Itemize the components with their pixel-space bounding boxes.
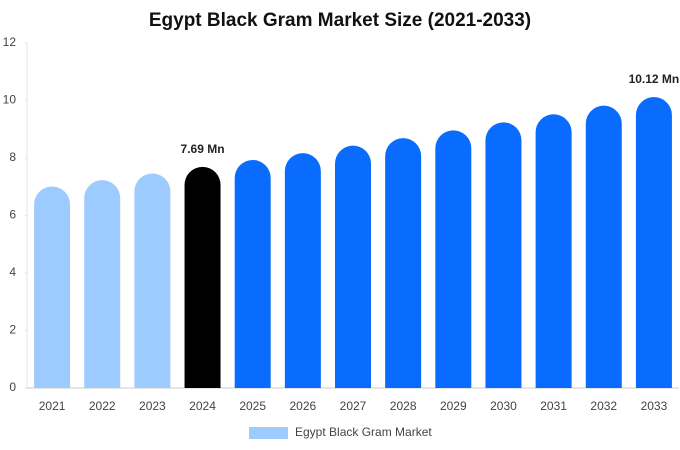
y-tick-label: 2: [9, 323, 16, 337]
value-label: 7.69 Mn: [181, 142, 225, 156]
chart-title: Egypt Black Gram Market Size (2021-2033): [149, 10, 531, 31]
bar: [485, 122, 522, 388]
y-tick-label: 4: [9, 265, 16, 279]
bar: [184, 166, 221, 388]
bar: [134, 173, 171, 388]
y-tick-label: 6: [9, 208, 16, 222]
x-tick-label: 2025: [239, 399, 266, 413]
x-tick-label: 2032: [590, 399, 617, 413]
bar: [635, 97, 672, 389]
legend-label: Egypt Black Gram Market: [295, 425, 432, 439]
bar: [385, 138, 422, 388]
x-tick-label: 2027: [340, 399, 367, 413]
bar: [284, 153, 321, 388]
x-tick-label: 2021: [39, 399, 66, 413]
legend-swatch: [249, 427, 288, 439]
value-label: 10.12 Mn: [629, 72, 680, 86]
x-tick-label: 2023: [139, 399, 166, 413]
x-tick-label: 2022: [89, 399, 116, 413]
y-tick-label: 0: [9, 380, 16, 394]
x-tick-label: 2031: [540, 399, 567, 413]
bar: [435, 130, 472, 388]
bar: [335, 145, 371, 388]
y-tick-label: 8: [9, 150, 16, 164]
bar: [535, 114, 572, 389]
y-tick-label: 10: [3, 93, 17, 107]
x-tick-label: 2029: [440, 399, 467, 413]
bar: [34, 186, 71, 388]
bar: [84, 180, 121, 388]
x-tick-label: 2024: [189, 399, 216, 413]
bar: [585, 105, 622, 389]
y-tick-label: 12: [3, 35, 17, 49]
x-tick-label: 2030: [490, 399, 517, 413]
bar: [234, 160, 271, 388]
x-tick-label: 2028: [390, 399, 417, 413]
x-tick-label: 2026: [289, 399, 316, 413]
x-tick-label: 2033: [641, 399, 668, 413]
